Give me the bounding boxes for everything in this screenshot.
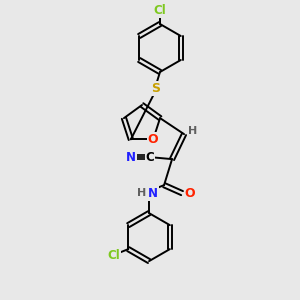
Text: H: H — [137, 188, 147, 198]
Text: C: C — [146, 151, 154, 164]
Text: N: N — [126, 151, 136, 164]
Text: O: O — [185, 187, 195, 200]
Text: Cl: Cl — [154, 4, 166, 17]
Text: Cl: Cl — [107, 249, 120, 262]
Text: S: S — [152, 82, 160, 94]
Text: H: H — [188, 126, 198, 136]
Text: O: O — [148, 133, 158, 146]
Text: N: N — [148, 187, 158, 200]
